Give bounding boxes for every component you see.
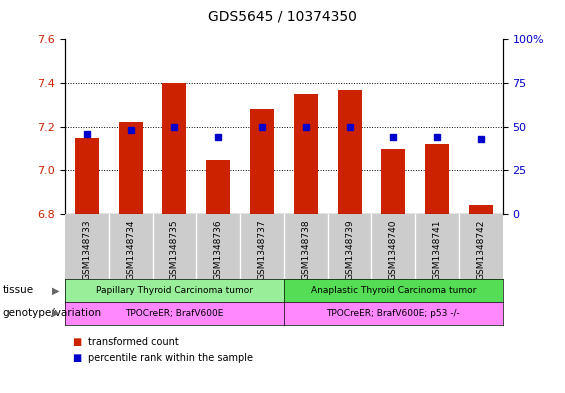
Text: Papillary Thyroid Carcinoma tumor: Papillary Thyroid Carcinoma tumor — [96, 286, 253, 295]
Text: GSM1348742: GSM1348742 — [476, 219, 485, 280]
Text: TPOCreER; BrafV600E; p53 -/-: TPOCreER; BrafV600E; p53 -/- — [327, 309, 460, 318]
Text: genotype/variation: genotype/variation — [3, 308, 102, 318]
Bar — [415, 214, 459, 279]
Bar — [459, 214, 503, 279]
Text: GSM1348740: GSM1348740 — [389, 219, 398, 280]
Bar — [337, 90, 362, 214]
Text: GSM1348736: GSM1348736 — [214, 219, 223, 280]
Bar — [381, 149, 406, 214]
Text: TPOCreER; BrafV600E: TPOCreER; BrafV600E — [125, 309, 224, 318]
Bar — [294, 94, 318, 214]
Bar — [197, 214, 240, 279]
Bar — [284, 214, 328, 279]
Bar — [240, 214, 284, 279]
Text: GSM1348738: GSM1348738 — [301, 219, 310, 280]
Bar — [153, 214, 197, 279]
Bar — [250, 109, 274, 214]
Text: ▶: ▶ — [51, 308, 59, 318]
Text: Anaplastic Thyroid Carcinoma tumor: Anaplastic Thyroid Carcinoma tumor — [311, 286, 476, 295]
Text: GSM1348734: GSM1348734 — [126, 219, 135, 280]
Text: GSM1348737: GSM1348737 — [258, 219, 267, 280]
Bar — [119, 122, 143, 214]
Text: tissue: tissue — [3, 285, 34, 296]
Text: GSM1348733: GSM1348733 — [82, 219, 92, 280]
Text: GSM1348735: GSM1348735 — [170, 219, 179, 280]
Bar — [425, 144, 449, 214]
Bar — [328, 214, 372, 279]
Text: ■: ■ — [72, 337, 81, 347]
Bar — [372, 214, 415, 279]
Text: percentile rank within the sample: percentile rank within the sample — [88, 353, 253, 363]
Text: transformed count: transformed count — [88, 337, 179, 347]
Bar — [162, 83, 186, 214]
Bar — [108, 214, 153, 279]
Bar — [469, 206, 493, 214]
Bar — [75, 138, 99, 214]
Text: GSM1348741: GSM1348741 — [433, 219, 442, 280]
Text: ▶: ▶ — [51, 285, 59, 296]
Bar — [206, 160, 231, 214]
Text: GDS5645 / 10374350: GDS5645 / 10374350 — [208, 10, 357, 24]
Text: ■: ■ — [72, 353, 81, 363]
Bar — [65, 214, 109, 279]
Text: GSM1348739: GSM1348739 — [345, 219, 354, 280]
